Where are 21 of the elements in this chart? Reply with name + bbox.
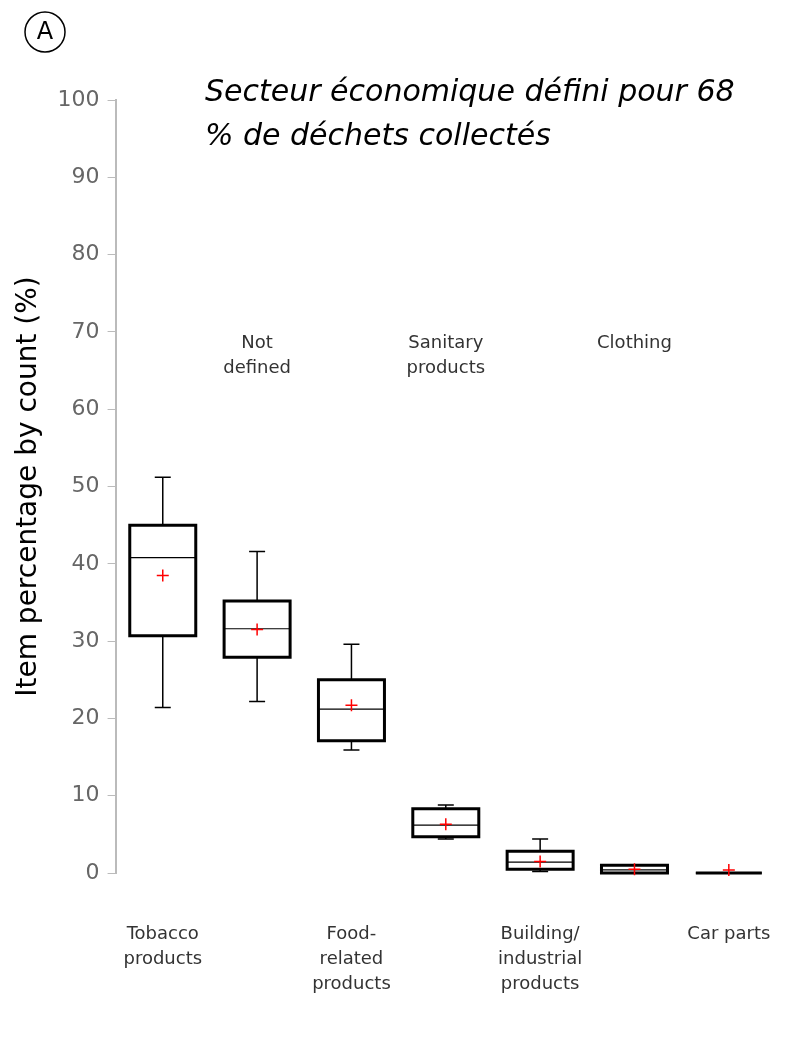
y-tick-label: 10 bbox=[71, 781, 100, 807]
x-tick-label: Clothing bbox=[597, 330, 672, 352]
y-tick-label: 90 bbox=[71, 163, 100, 189]
x-tick-label: Tobacco products bbox=[123, 921, 203, 968]
y-tick-label: 70 bbox=[71, 317, 100, 343]
y-tick-label: 0 bbox=[85, 858, 100, 884]
y-tick-label: 50 bbox=[71, 472, 100, 498]
y-tick-label: 80 bbox=[71, 240, 100, 266]
x-tick-label: Food-related products bbox=[312, 921, 391, 993]
x-tick-label: Building/industrial products bbox=[498, 921, 583, 993]
y-tick-label: 40 bbox=[71, 549, 100, 575]
x-tick-label: Sanitary products bbox=[406, 330, 486, 377]
y-tick-label: 30 bbox=[71, 626, 100, 652]
x-tick-label: Not defined bbox=[223, 330, 291, 377]
y-tick-label: 60 bbox=[71, 394, 100, 420]
y-axis-title: Item percentage by count (%) bbox=[10, 276, 44, 697]
x-tick-label: Car parts bbox=[687, 921, 771, 943]
text: A bbox=[36, 17, 54, 46]
chart-title: Secteur économique défini pour 68 % de déchets collectés bbox=[205, 72, 735, 152]
y-tick-label: 100 bbox=[57, 85, 100, 111]
y-tick-label: 20 bbox=[71, 704, 100, 730]
